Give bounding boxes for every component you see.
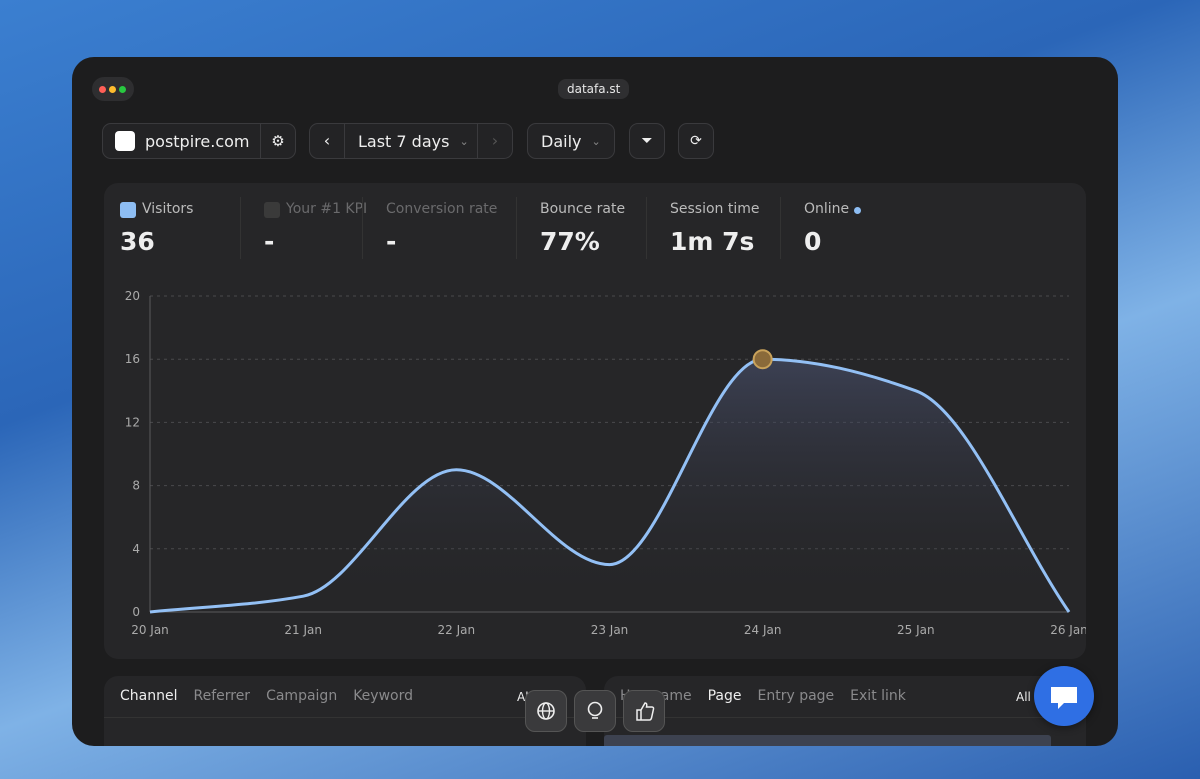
metric-label: Visitors (142, 201, 194, 217)
tab[interactable]: Campaign (266, 688, 338, 704)
idea-button[interactable] (574, 690, 616, 732)
chat-button[interactable] (1034, 666, 1094, 726)
x-tick-label: 26 Jan (1050, 623, 1086, 637)
window-title: datafa.st (558, 79, 630, 99)
y-tick-label: 8 (132, 479, 140, 493)
metric-divider (516, 197, 517, 259)
minimize[interactable] (109, 86, 116, 93)
tab-divider (604, 717, 1086, 718)
chevron: ⌄ (591, 134, 601, 148)
x-tick-label: 23 Jan (591, 623, 629, 637)
tab[interactable]: Exit link (850, 688, 906, 704)
metric-value: 77% (540, 227, 600, 256)
y-tick-label: 20 (125, 289, 140, 303)
metric-divider (362, 197, 363, 259)
metric-value: - (386, 227, 397, 256)
tab[interactable]: Referrer (193, 688, 251, 704)
y-tick-label: 16 (125, 352, 140, 366)
metric-value: 0 (804, 227, 822, 256)
metric-label: Session time (670, 201, 760, 217)
site-selector[interactable]: postpire.com ⚙ (102, 123, 296, 159)
y-tick-label: 4 (132, 542, 140, 556)
tab[interactable]: Keyword (353, 688, 413, 704)
metric-value: 1m 7s (670, 227, 755, 256)
bulb-icon (587, 701, 603, 719)
window-controls[interactable] (92, 77, 134, 101)
metric-label: Your #1 KPI (286, 201, 368, 217)
globe-icon (537, 702, 555, 720)
globe-button[interactable] (525, 690, 567, 732)
app-window: datafa.st postpire.com ⚙ ‹ Last 7 days ⌄… (72, 57, 1118, 746)
online-dot (854, 207, 861, 214)
area (150, 359, 1069, 612)
metric-label: Conversion rate (386, 201, 498, 217)
line (149, 357, 1071, 614)
interval-label: Daily (541, 131, 582, 151)
range-selector[interactable]: ‹ Last 7 days ⌄ › (309, 123, 513, 159)
metric-value: 36 (120, 227, 155, 256)
tab[interactable]: Page (707, 688, 742, 704)
metric-label: Bounce rate (540, 201, 626, 217)
y-tick-label: 0 (132, 605, 140, 619)
settings-button[interactable]: ⚙ (260, 124, 295, 158)
x-tick-label: 25 Jan (897, 623, 935, 637)
metric-checkbox (120, 202, 136, 218)
prev-button[interactable]: ‹ (310, 124, 345, 158)
tab-divider (104, 717, 586, 718)
x-tick-label: 22 Jan (438, 623, 476, 637)
pages-panel (604, 676, 1086, 746)
refresh-button[interactable]: ⟳ (678, 123, 714, 159)
row-bar (604, 735, 1051, 746)
chart: 0 4 8 12 16 20 20 Jan 21 Jan 22 Jan 23 Jan 24 Jan 2… (125, 289, 1086, 637)
thumb-icon (636, 702, 655, 721)
site-name: postpire.com (145, 131, 250, 151)
zoom[interactable] (119, 86, 126, 93)
metric-divider (780, 197, 781, 259)
filter-label[interactable]: All (1016, 690, 1031, 704)
range-label: Last 7 days (358, 131, 450, 151)
next-button[interactable]: › (477, 124, 512, 158)
channel-panel (104, 676, 586, 746)
metric-divider (240, 197, 241, 259)
metric-checkbox (264, 202, 280, 218)
like-button[interactable] (623, 690, 665, 732)
x-tick-label: 21 Jan (284, 623, 322, 637)
metric-value: - (264, 227, 275, 256)
avatar-marker (752, 349, 773, 370)
interval-selector[interactable]: Daily ⌄ (527, 123, 615, 159)
x-tick-label: 20 Jan (131, 623, 169, 637)
metric-label: Online (804, 201, 850, 217)
chevron: ⌄ (459, 134, 469, 148)
filter-button[interactable]: ⏷ (629, 123, 665, 159)
close[interactable] (99, 86, 106, 93)
tab[interactable]: Entry page (757, 688, 835, 704)
metric-divider (646, 197, 647, 259)
site-logo (115, 131, 135, 151)
chat-icon (1051, 687, 1077, 709)
tab[interactable]: Channel (120, 688, 178, 704)
y-tick-label: 12 (125, 415, 140, 429)
x-tick-label: 24 Jan (744, 623, 782, 637)
